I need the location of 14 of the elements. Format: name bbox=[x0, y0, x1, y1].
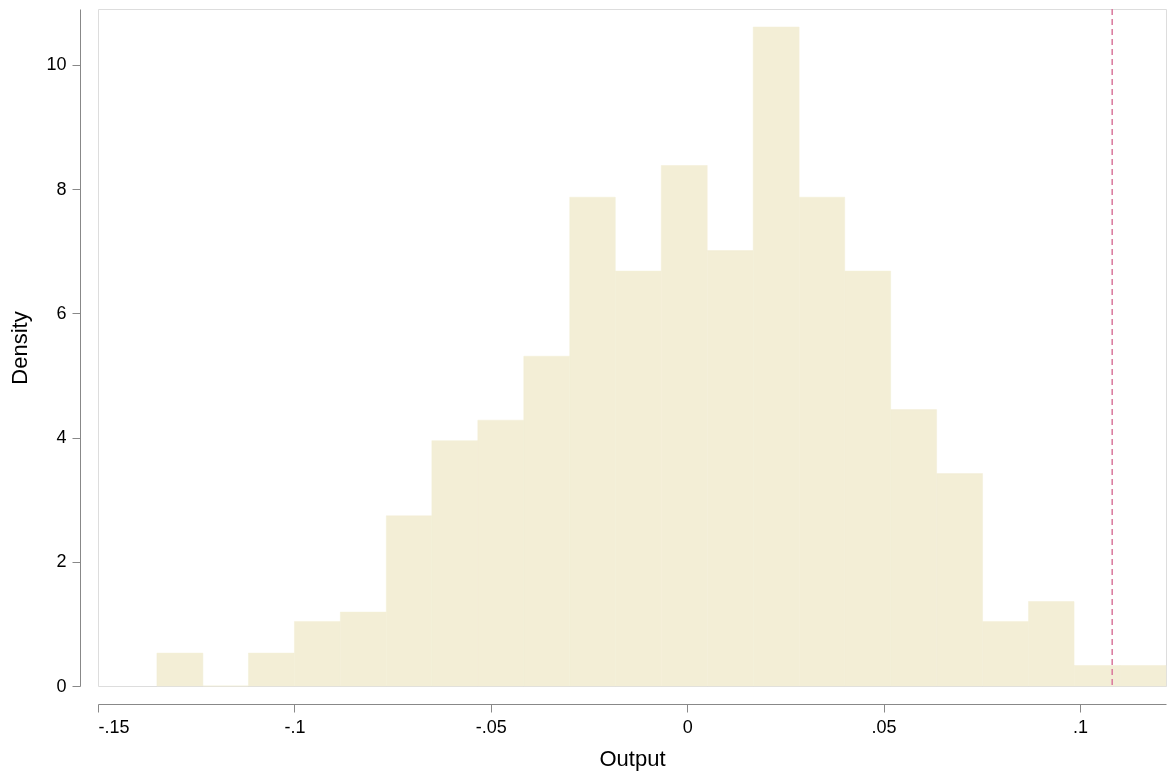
y-tick-label: 2 bbox=[56, 551, 67, 572]
x-tick-label: 0 bbox=[682, 716, 693, 737]
x-tick-label: -.15 bbox=[98, 716, 130, 737]
x-axis-title: Output bbox=[599, 745, 666, 771]
y-axis-title: Density bbox=[7, 311, 33, 385]
y-tick-label: 6 bbox=[56, 302, 67, 323]
x-tick-label: .05 bbox=[871, 716, 897, 737]
x-tick-label: .1 bbox=[1072, 716, 1088, 737]
y-tick-label: 4 bbox=[56, 427, 67, 448]
y-tick-label: 10 bbox=[46, 54, 67, 75]
x-tick-label: -.05 bbox=[475, 716, 507, 737]
x-tick-label: -.1 bbox=[284, 716, 306, 737]
y-tick-label: 0 bbox=[56, 675, 67, 696]
y-tick-label: 8 bbox=[56, 178, 67, 199]
